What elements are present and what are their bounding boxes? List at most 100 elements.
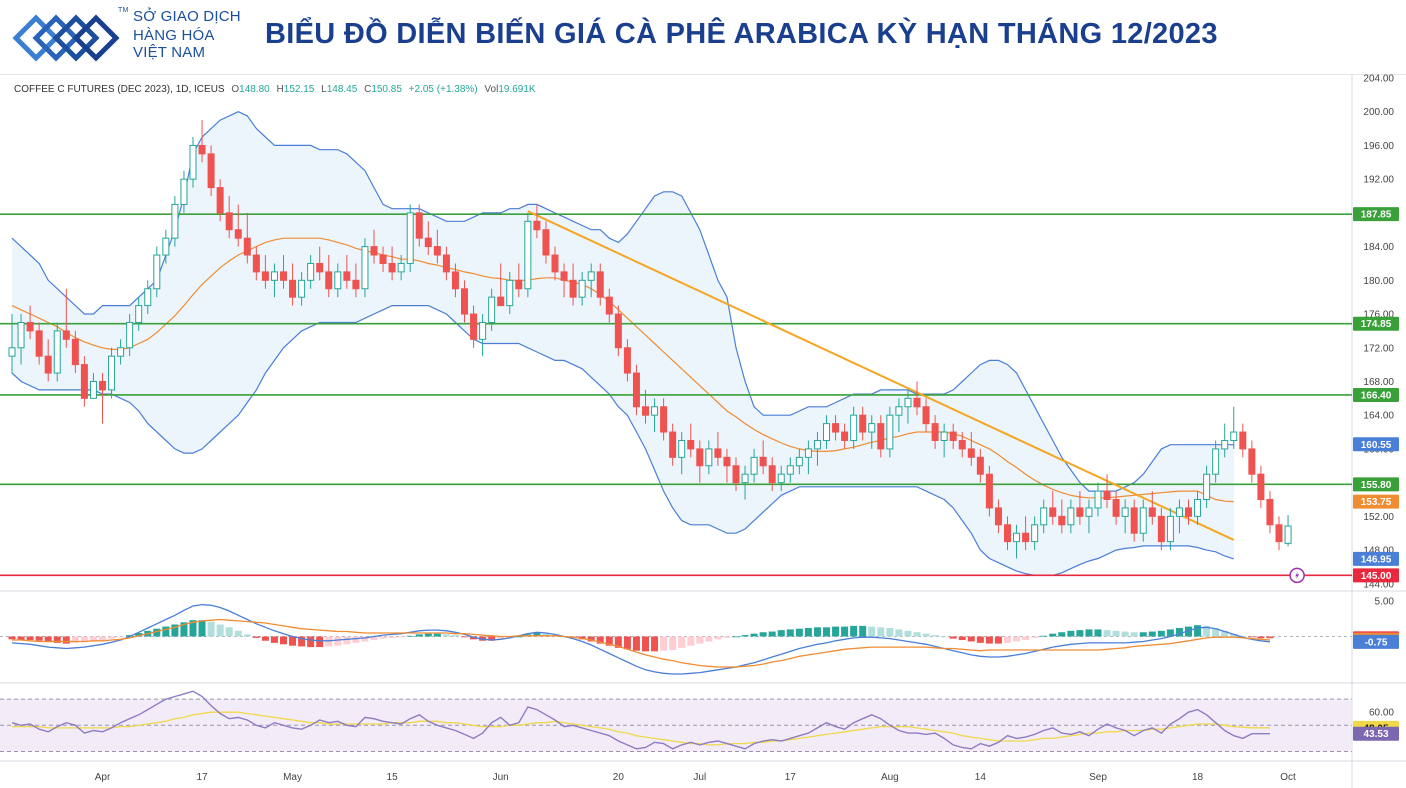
macd-histogram-bar (89, 636, 97, 642)
macd-histogram-bar (461, 636, 468, 638)
candle-body (243, 237, 251, 256)
macd-histogram-bar (497, 636, 505, 640)
rsi-tick-label: 60.00 (1369, 708, 1394, 719)
time-tick-label: Apr (95, 772, 111, 783)
level-badge-bg (1353, 387, 1399, 402)
macd-histogram-bar (985, 636, 993, 644)
logo-line-2: HÀNG HÓA (133, 27, 215, 44)
candle-body (1275, 524, 1283, 543)
candle-body (958, 439, 966, 450)
macd-histogram-bar (660, 636, 668, 651)
price-chart: 204.00200.00196.00192.00188.00184.00180.… (0, 74, 1406, 788)
legend-close-label: C (364, 84, 371, 95)
price-tick-label: 176.00 (1363, 310, 1394, 321)
macd-histogram-bar (370, 636, 378, 641)
legend-close: 150.85 (371, 84, 402, 95)
price-tick-label: 200.00 (1363, 107, 1394, 118)
macd-histogram-bar (515, 636, 523, 638)
candle-body (497, 296, 505, 307)
macd-histogram-bar (705, 636, 713, 642)
candle-body (1166, 515, 1174, 543)
candle-body (1139, 507, 1147, 534)
candle-body (967, 448, 975, 458)
candle-body (207, 153, 215, 189)
candle-body (696, 448, 704, 467)
price-tick-label: 184.00 (1363, 242, 1394, 253)
candle-body (343, 271, 351, 281)
candle-body (424, 237, 432, 248)
macd-histogram-bar (71, 636, 79, 643)
candle-body (705, 448, 713, 467)
candle-body (298, 279, 306, 298)
candle-body (660, 406, 668, 433)
macd-histogram-bar (1085, 629, 1093, 637)
legend-high-label: H (277, 84, 284, 95)
candle-body (234, 229, 242, 239)
level-badge: 166.40 (1361, 390, 1392, 401)
legend-low: 148.45 (327, 84, 358, 95)
macd-histogram-bar (958, 636, 966, 641)
rsi-badge: 43.53 (1363, 729, 1388, 740)
horizontal-levels (0, 213, 1352, 577)
candle-body (415, 212, 423, 239)
macd-histogram-bar (126, 635, 134, 637)
macd-histogram-bar (424, 633, 432, 637)
candle-body (1085, 507, 1093, 517)
legend-open: 148.80 (239, 84, 270, 95)
macd-histogram-bar (1257, 636, 1265, 639)
macd-histogram-bar (216, 624, 224, 637)
rsi-badge-bg (1353, 726, 1399, 741)
macd-histogram-bar (841, 626, 849, 637)
macd-histogram-bar (99, 636, 106, 641)
macd-histogram-bar (967, 636, 975, 642)
macd-histogram-bar (1248, 636, 1256, 638)
macd-histogram-bar (506, 636, 514, 638)
macd-histogram-bar (307, 636, 315, 648)
macd-histogram-bar (913, 632, 921, 637)
candle-body (913, 397, 921, 408)
candle-body (361, 246, 369, 290)
macd-histogram-bar (533, 632, 541, 637)
macd-histogram-bar (795, 628, 803, 637)
candle-body (1121, 507, 1129, 517)
macd-histogram-bar (732, 636, 740, 638)
macd-histogram-bar (786, 629, 794, 637)
candle-body (1230, 431, 1238, 441)
candle-body (1221, 439, 1229, 450)
candle-body (777, 473, 785, 484)
level-badge: 145.00 (1361, 571, 1392, 582)
macd-signal-line (12, 618, 1271, 668)
macd-histogram-bar (614, 636, 622, 648)
macd-histogram-bar (759, 632, 767, 637)
candle-body (922, 406, 930, 425)
candle-body (1266, 498, 1274, 526)
candle-body (651, 406, 659, 416)
macd-histogram-bar (26, 636, 34, 641)
macd-histogram-bar (1239, 635, 1247, 637)
candle-body (823, 423, 830, 441)
candle-body (1148, 507, 1156, 517)
macd-histogram-bar (261, 636, 269, 641)
macd-histogram-bar (117, 636, 125, 638)
legend-volume: 19.691K (498, 84, 536, 95)
time-tick-label: 14 (975, 772, 987, 783)
macd-histogram-bar (823, 627, 830, 637)
chart-legend: COFFEE C FUTURES (DEC 2023), 1D, ICEUS O… (14, 84, 536, 95)
macd-histogram-bar (750, 633, 758, 637)
candle-body (325, 271, 333, 290)
candle-body (442, 254, 450, 273)
candle-body (994, 507, 1002, 526)
macd-histogram-bar (1013, 636, 1021, 642)
macd-histogram-bar (1004, 636, 1011, 643)
svg-text:COFFEE C FUTURES (DEC 2023), 1: COFFEE C FUTURES (DEC 2023), 1D, ICEUS O… (14, 84, 536, 95)
time-tick-label: Jul (693, 772, 706, 783)
macd-histogram-bar (813, 627, 821, 637)
macd-histogram-bar (44, 636, 52, 643)
macd-histogram-bar (62, 636, 70, 644)
price-badge-bg (1353, 437, 1399, 452)
candle-body (470, 313, 478, 340)
time-tick-label: 15 (387, 772, 399, 783)
time-tick-label: Sep (1089, 772, 1107, 783)
candle-body (723, 456, 731, 467)
macd-histogram-bar (895, 629, 903, 637)
